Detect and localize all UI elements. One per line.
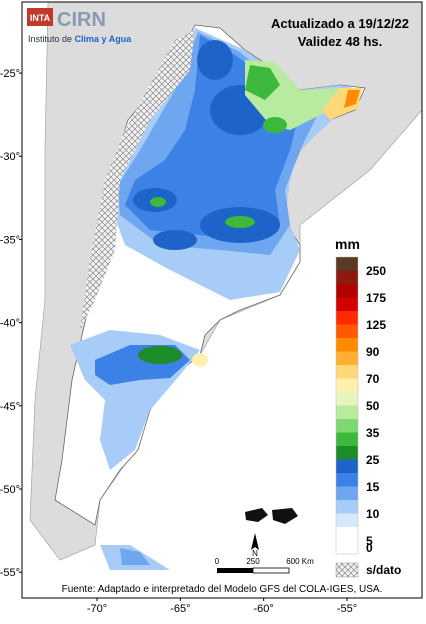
logo-badge-text: INTA <box>30 13 51 23</box>
source: Fuente: Adaptado e interpretado del Mode… <box>62 584 383 595</box>
lat-tick-label: -25° <box>0 68 20 80</box>
legend-swatch <box>336 405 358 419</box>
legend-swatch <box>336 351 358 365</box>
logo: INTA CIRN Instituto de Clima y Agua <box>27 8 132 44</box>
legend-swatch <box>336 338 358 352</box>
scale-label: 250 <box>246 557 260 566</box>
legend-label: 5 <box>366 534 373 548</box>
north-label: N <box>252 549 258 558</box>
source-bg <box>24 581 420 596</box>
lat-tick-label: -50° <box>0 484 20 496</box>
legend-label: 35 <box>366 426 380 440</box>
north-arrow: N <box>251 533 259 558</box>
legend-label: 25 <box>366 453 380 467</box>
legend-swatch <box>336 270 358 284</box>
legend-swatch <box>336 527 358 541</box>
legend-label: 250 <box>366 264 386 278</box>
legend-label: 125 <box>366 318 386 332</box>
legend-swatch <box>336 392 358 406</box>
legend-swatch <box>336 500 358 514</box>
legend-label: 10 <box>366 507 380 521</box>
no-data-swatch <box>335 562 359 578</box>
lat-tick-label: -35° <box>0 234 20 246</box>
logo-subtitle-2: Clima y Agua <box>75 34 133 44</box>
legend: 250 175 125 90 70 50 35 25 15 10 50 <box>335 256 386 555</box>
legend-swatch <box>336 257 358 271</box>
lon-tick-label: -55° <box>337 603 357 615</box>
precipitation-areas <box>70 28 362 570</box>
legend-label: 70 <box>366 372 380 386</box>
map-frame <box>21 1 423 599</box>
legend-swatch <box>336 473 358 487</box>
legend-label: 15 <box>366 480 380 494</box>
lon-tick-label: -60° <box>254 603 274 615</box>
logo-badge <box>27 8 53 26</box>
scale-bar: 0 250 600 Km <box>215 557 314 574</box>
legend-label: 90 <box>366 345 380 359</box>
legend-swatch <box>336 486 358 500</box>
no-data-label: s/dato <box>366 563 401 577</box>
legend-swatch <box>336 378 358 392</box>
validity: Validez 48 hs. <box>298 34 383 49</box>
axis-ticks: -25° -30° -35° -40° -45° -50° -55° -70° -65° -60°… <box>0 68 357 615</box>
logo-subtitle: Instituto de Clima y Agua <box>28 34 132 44</box>
lat-tick-label: -30° <box>0 151 20 163</box>
scale-label: 600 Km <box>286 557 314 566</box>
legend-swatch <box>336 324 358 338</box>
legend-label: 175 <box>366 291 386 305</box>
legend-swatch <box>336 297 358 311</box>
legend-swatch <box>336 311 358 325</box>
lat-tick-label: -55° <box>0 567 20 579</box>
legend-swatch <box>336 446 358 460</box>
updated-date: Actualizado a 19/12/22 <box>271 16 409 31</box>
legend-swatch <box>336 432 358 446</box>
legend-title: mm <box>335 236 360 252</box>
legend-swatch <box>336 459 358 473</box>
lat-tick-label: -45° <box>0 401 20 413</box>
legend-border <box>335 256 359 555</box>
legend-swatch <box>336 284 358 298</box>
scale-label: 0 <box>215 557 220 566</box>
logo-subtitle-1: Instituto de <box>28 34 75 44</box>
lat-tick-label: -40° <box>0 318 20 330</box>
logo-name: CIRN <box>57 9 106 31</box>
lon-tick-label: -70° <box>87 603 107 615</box>
lon-tick-label: -65° <box>170 603 190 615</box>
legend-swatch <box>336 540 358 554</box>
legend-label: 50 <box>366 399 380 413</box>
no-data-area <box>80 30 195 330</box>
legend-swatch <box>336 513 358 527</box>
legend-label: 0 <box>366 541 373 555</box>
legend-swatch <box>336 365 358 379</box>
legend-swatch <box>336 419 358 433</box>
malvinas <box>245 508 298 524</box>
